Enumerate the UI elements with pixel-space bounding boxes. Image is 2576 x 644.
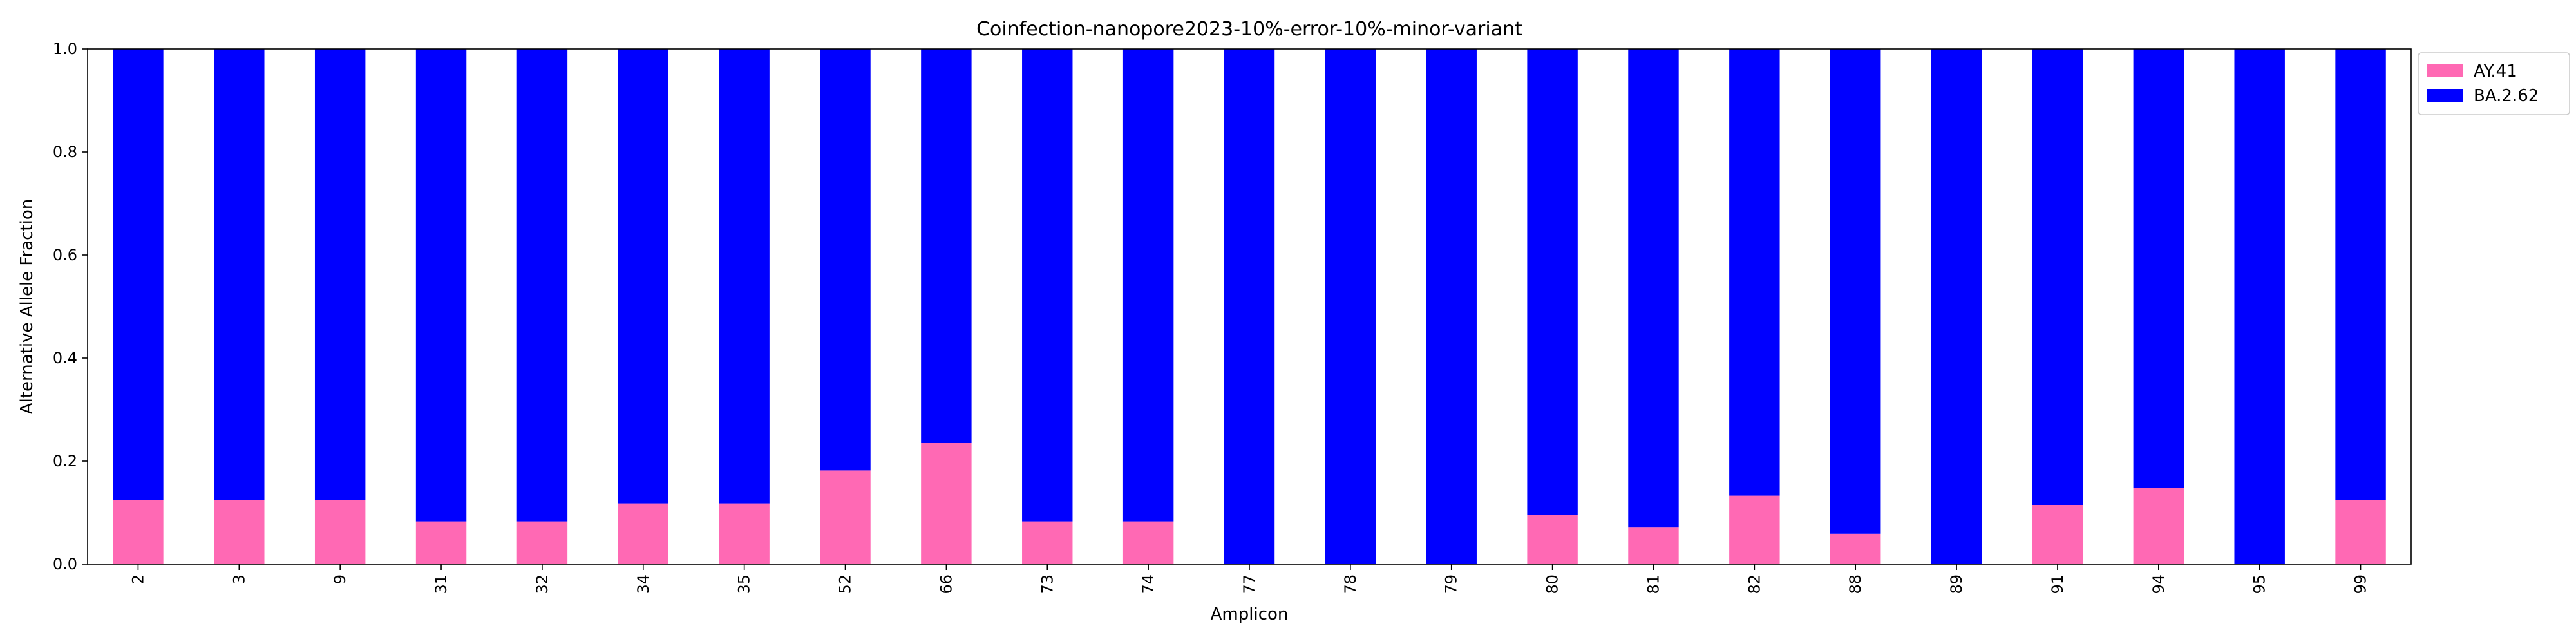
bar-ba262-amplicon-9 xyxy=(314,49,366,500)
chart-title: Coinfection-nanopore2023-10%-error-10%-m… xyxy=(976,18,1522,41)
bar-ba262-amplicon-82 xyxy=(1729,49,1780,496)
x-tick-label: 73 xyxy=(1038,574,1056,594)
bar-ay41-amplicon-73 xyxy=(1022,521,1073,564)
bar-ay41-amplicon-99 xyxy=(2335,500,2386,564)
bar-ba262-amplicon-79 xyxy=(1426,49,1477,564)
x-tick-label: 88 xyxy=(1846,574,1864,594)
x-tick-label: 81 xyxy=(1644,574,1662,594)
bar-ba262-amplicon-78 xyxy=(1325,49,1376,564)
bar-ay41-amplicon-91 xyxy=(2032,505,2083,564)
bar-ba262-amplicon-73 xyxy=(1022,49,1073,522)
bar-ba262-amplicon-2 xyxy=(113,49,164,500)
y-axis-label: Alternative Allele Fraction xyxy=(17,199,37,414)
x-tick-label: 2 xyxy=(129,574,147,584)
bar-ay41-amplicon-81 xyxy=(1628,527,1679,564)
y-tick-label: 0.8 xyxy=(53,143,77,161)
x-axis-label: Amplicon xyxy=(1211,605,1289,624)
x-tick-label: 32 xyxy=(533,574,551,594)
bar-ay41-amplicon-80 xyxy=(1527,515,1578,564)
bar-ay41-amplicon-35 xyxy=(719,503,770,564)
x-tick-label: 89 xyxy=(1947,574,1965,594)
bar-ba262-amplicon-32 xyxy=(516,49,568,522)
legend-label-ay41: AY.41 xyxy=(2474,62,2517,81)
x-tick-label: 35 xyxy=(735,574,753,594)
x-tick-label: 9 xyxy=(331,574,349,584)
bar-ay41-amplicon-34 xyxy=(618,503,668,564)
bar-ba262-amplicon-89 xyxy=(1931,49,1982,564)
bar-ba262-amplicon-3 xyxy=(214,49,265,500)
bar-ba262-amplicon-91 xyxy=(2032,49,2083,505)
x-tick-label: 82 xyxy=(1745,574,1763,594)
bar-ba262-amplicon-74 xyxy=(1122,49,1174,522)
legend-label-ba262: BA.2.62 xyxy=(2474,86,2539,106)
x-tick-label: 95 xyxy=(2251,574,2269,594)
bar-ay41-amplicon-31 xyxy=(415,521,467,564)
x-tick-label: 74 xyxy=(1139,574,1157,594)
bar-ay41-amplicon-32 xyxy=(516,521,568,564)
bar-ay41-amplicon-74 xyxy=(1122,521,1174,564)
x-tick-label: 94 xyxy=(2150,574,2168,594)
bar-ay41-amplicon-94 xyxy=(2133,488,2184,564)
bar-ba262-amplicon-81 xyxy=(1628,49,1679,528)
y-tick-label: 0.6 xyxy=(53,246,77,264)
bar-ay41-amplicon-88 xyxy=(1830,533,1881,564)
bar-ay41-amplicon-2 xyxy=(113,500,164,564)
bar-ba262-amplicon-95 xyxy=(2234,49,2285,564)
x-tick-label: 99 xyxy=(2352,574,2370,594)
bar-ba262-amplicon-35 xyxy=(719,49,770,504)
bars-group xyxy=(113,49,2386,564)
bar-ba262-amplicon-88 xyxy=(1830,49,1881,534)
x-tick-label: 91 xyxy=(2049,574,2067,594)
bar-ba262-amplicon-94 xyxy=(2133,49,2184,488)
plot-frame xyxy=(87,48,2412,565)
y-axis-ticks: 0.0 0.2 0.4 0.6 0.8 1.0 xyxy=(53,40,88,573)
bar-ay41-amplicon-3 xyxy=(214,500,265,564)
y-tick-label: 0.2 xyxy=(53,452,77,470)
x-axis-ticks: 2 3 9 31 32 34 35 52 66 73 74 77 78 79 80 81 82 88 89 91 94 9… xyxy=(129,564,2370,594)
bar-ay41-amplicon-9 xyxy=(314,500,366,564)
bar-ba262-amplicon-77 xyxy=(1224,49,1275,564)
bar-ba262-amplicon-34 xyxy=(618,49,668,504)
legend: AY.41 BA.2.62 xyxy=(2418,52,2570,115)
bar-ay41-amplicon-66 xyxy=(921,443,972,564)
bar-ay41-amplicon-52 xyxy=(820,470,871,564)
x-tick-label: 66 xyxy=(937,574,955,594)
bar-ba262-amplicon-99 xyxy=(2335,49,2386,500)
x-tick-label: 77 xyxy=(1240,574,1258,594)
bar-ba262-amplicon-31 xyxy=(415,49,467,522)
legend-swatch-ba262 xyxy=(2427,89,2463,102)
bar-ba262-amplicon-80 xyxy=(1527,49,1578,515)
x-tick-label: 80 xyxy=(1544,574,1562,594)
bar-ba262-amplicon-52 xyxy=(820,49,871,471)
bar-ay41-amplicon-82 xyxy=(1729,495,1780,564)
x-tick-label: 52 xyxy=(837,574,855,594)
y-tick-label: 0.0 xyxy=(53,555,77,573)
x-tick-label: 34 xyxy=(634,574,652,594)
x-tick-label: 3 xyxy=(230,574,248,584)
x-tick-label: 31 xyxy=(432,574,450,594)
y-tick-label: 1.0 xyxy=(53,40,77,58)
y-tick-label: 0.4 xyxy=(53,349,77,367)
x-tick-label: 79 xyxy=(1443,574,1461,594)
x-tick-label: 78 xyxy=(1341,574,1359,594)
bar-ba262-amplicon-66 xyxy=(921,49,972,443)
legend-swatch-ay41 xyxy=(2427,64,2463,77)
